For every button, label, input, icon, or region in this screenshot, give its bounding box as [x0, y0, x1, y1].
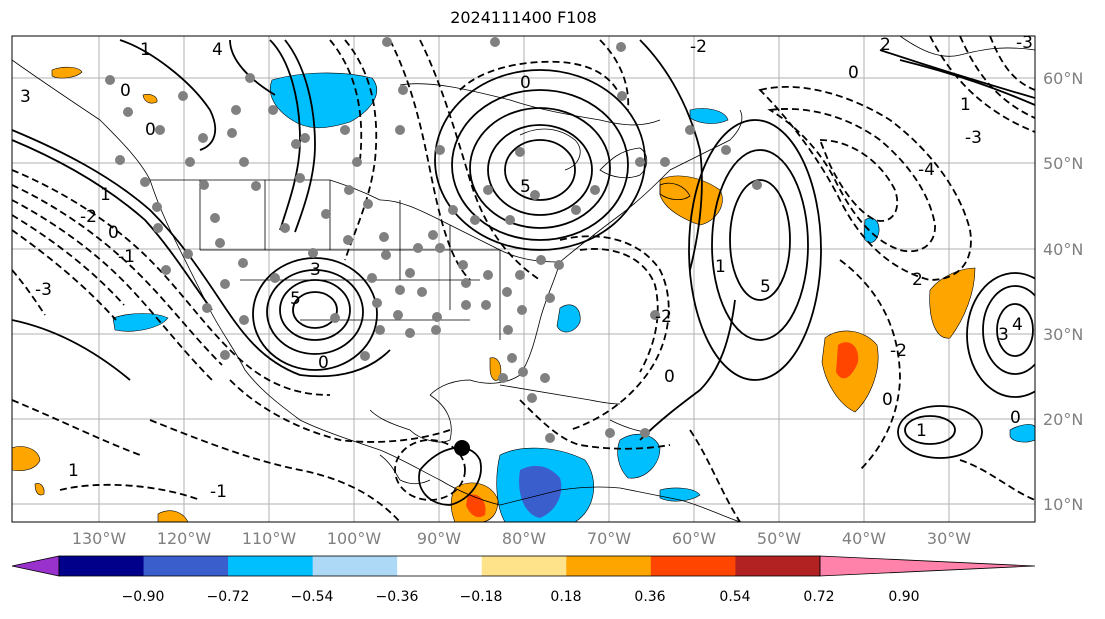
colorbar-segment — [59, 556, 145, 576]
svg-text:-3: -3 — [35, 280, 52, 300]
svg-text:2: 2 — [880, 35, 891, 55]
solid-contours — [12, 39, 1035, 506]
svg-text:40°N: 40°N — [1043, 240, 1083, 259]
colorbar-frame — [58, 555, 821, 577]
dashed-contours — [12, 36, 1035, 522]
svg-text:0: 0 — [520, 73, 531, 93]
svg-text:1: 1 — [68, 461, 79, 481]
svg-text:30°N: 30°N — [1043, 325, 1083, 344]
svg-text:0: 0 — [848, 63, 859, 83]
colorbar-extend-high — [819, 555, 1036, 577]
svg-text:-1: -1 — [118, 247, 135, 267]
svg-text:70°W: 70°W — [587, 529, 631, 548]
svg-text:120°W: 120°W — [157, 529, 212, 548]
svg-text:60°N: 60°N — [1043, 69, 1083, 88]
colorbar-segment — [397, 556, 483, 576]
colorbar-segment — [735, 556, 821, 576]
colorbar-labels: −0.90 −0.72 −0.54 −0.36 −0.18 0.18 0.36 … — [122, 589, 920, 605]
colorbar-segment — [481, 556, 567, 576]
colorbar-segment — [566, 556, 652, 576]
svg-text:0.36: 0.36 — [634, 589, 665, 605]
svg-text:−0.72: −0.72 — [207, 589, 250, 605]
colorbar-segment — [228, 556, 314, 576]
shaded-anomalies — [12, 66, 1035, 522]
svg-text:0.54: 0.54 — [719, 589, 750, 605]
svg-text:-3: -3 — [965, 128, 982, 148]
svg-text:5: 5 — [520, 177, 531, 197]
svg-text:−0.54: −0.54 — [291, 589, 334, 605]
svg-text:0.72: 0.72 — [803, 589, 834, 605]
svg-text:110°W: 110°W — [242, 529, 297, 548]
svg-text:0.18: 0.18 — [550, 589, 581, 605]
svg-text:-2: -2 — [655, 307, 672, 327]
svg-text:90°W: 90°W — [417, 529, 461, 548]
svg-text:0: 0 — [882, 390, 893, 410]
svg-text:3: 3 — [310, 260, 321, 280]
svg-text:0: 0 — [664, 367, 675, 387]
svg-text:0: 0 — [120, 81, 131, 101]
colorbar-segment — [143, 556, 229, 576]
svg-text:0.90: 0.90 — [888, 589, 919, 605]
svg-text:130°W: 130°W — [72, 529, 127, 548]
svg-text:50°W: 50°W — [757, 529, 801, 548]
svg-text:50°N: 50°N — [1043, 154, 1083, 173]
svg-text:0: 0 — [1010, 408, 1021, 428]
longitude-labels: 130°W 120°W 110°W 100°W 90°W 80°W 70°W 6… — [72, 529, 971, 548]
svg-text:-1: -1 — [210, 482, 227, 502]
svg-text:20°N: 20°N — [1043, 410, 1083, 429]
latitude-labels: 60°N 50°N 40°N 30°N 20°N 10°N — [1043, 69, 1083, 514]
svg-text:4: 4 — [1012, 315, 1023, 335]
map-frame — [11, 35, 1036, 523]
svg-text:60°W: 60°W — [672, 529, 716, 548]
colorbar-extend-low — [11, 555, 60, 577]
svg-text:-2: -2 — [80, 207, 97, 227]
svg-text:4: 4 — [212, 40, 223, 60]
svg-text:-2: -2 — [690, 37, 707, 57]
significance-dots — [105, 37, 762, 443]
svg-text:5: 5 — [760, 277, 771, 297]
location-marker — [454, 440, 470, 456]
map-title: 2024111400 F108 — [450, 8, 597, 27]
svg-text:−0.36: −0.36 — [376, 589, 419, 605]
svg-text:0: 0 — [108, 223, 119, 243]
svg-text:1: 1 — [960, 95, 971, 115]
svg-text:2: 2 — [912, 270, 923, 290]
svg-text:−0.90: −0.90 — [122, 589, 165, 605]
svg-text:3: 3 — [20, 87, 31, 107]
colorbar — [11, 555, 1036, 577]
svg-text:-3: -3 — [1016, 33, 1033, 53]
svg-text:80°W: 80°W — [502, 529, 546, 548]
svg-text:30°W: 30°W — [927, 529, 971, 548]
svg-text:-4: -4 — [918, 160, 935, 180]
colorbar-segment — [650, 556, 736, 576]
svg-text:3: 3 — [998, 325, 1009, 345]
svg-text:-2: -2 — [890, 341, 907, 361]
svg-text:10°N: 10°N — [1043, 495, 1083, 514]
svg-text:−0.18: −0.18 — [460, 589, 503, 605]
svg-text:0: 0 — [318, 353, 329, 373]
svg-text:40°W: 40°W — [842, 529, 886, 548]
svg-text:100°W: 100°W — [327, 529, 382, 548]
colorbar-segment — [312, 556, 398, 576]
svg-text:1: 1 — [100, 185, 111, 205]
svg-text:1: 1 — [140, 40, 151, 60]
contour-labels: 0 0 1 -2 0 -1 -3 3 4 1 5 3 0 0 5 -2 5 1 … — [20, 33, 1033, 502]
svg-text:5: 5 — [290, 289, 301, 309]
svg-text:1: 1 — [715, 257, 726, 277]
svg-text:1: 1 — [916, 421, 927, 441]
svg-text:0: 0 — [145, 120, 156, 140]
